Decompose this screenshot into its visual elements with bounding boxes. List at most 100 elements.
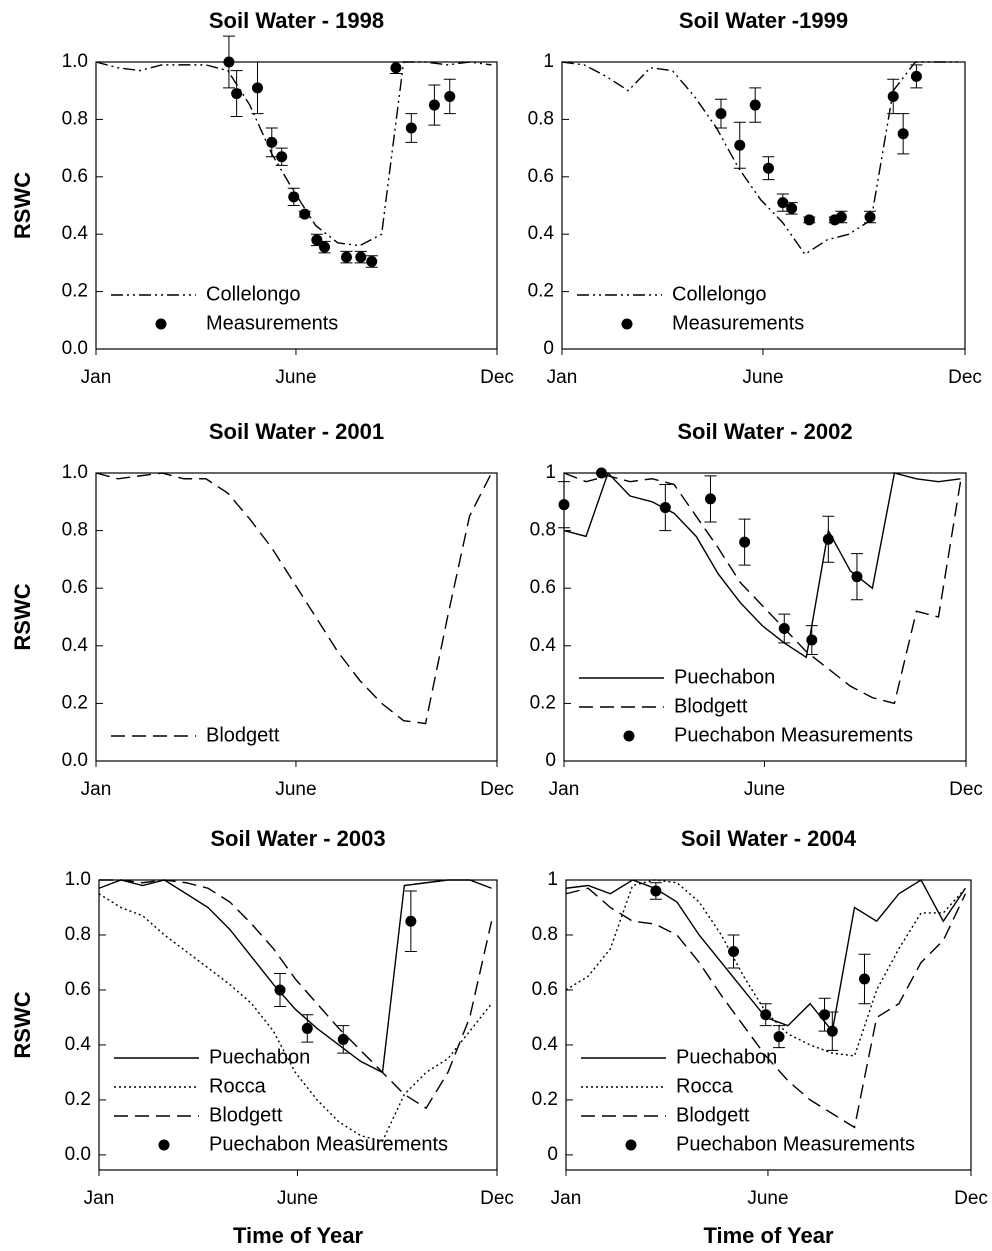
measurement-point (786, 202, 798, 214)
legend-marker (158, 1139, 170, 1151)
measurement-point (340, 251, 352, 263)
x-tick-label: Dec (480, 779, 514, 800)
measurement-point (266, 136, 278, 148)
legend-label: Puechabon (209, 1046, 310, 1068)
measurement-point (319, 241, 331, 253)
legend-marker (155, 318, 167, 330)
measurement-point (405, 915, 417, 927)
y-tick-label: 0.0 (62, 338, 88, 359)
y-tick-label: 0.8 (62, 108, 88, 129)
x-tick-label: June (275, 779, 316, 800)
x-axis-label: Time of Year (233, 1223, 363, 1248)
plot-frame (95, 472, 498, 762)
measurement-point (299, 208, 311, 220)
plot-frame (98, 879, 498, 1171)
measurement-point (366, 255, 378, 267)
plot-frame (563, 472, 967, 762)
legend-label: Puechabon (674, 666, 775, 688)
measurement-point (851, 571, 863, 583)
legend-label: Puechabon (676, 1046, 777, 1068)
measurement-point (301, 1022, 313, 1034)
measurement-point (778, 623, 790, 635)
measurement-point (355, 251, 367, 263)
legend-label: Blodgett (676, 1104, 750, 1126)
chart-title: Soil Water -1999 (679, 8, 848, 33)
series-line (98, 893, 493, 1142)
series-line (95, 472, 493, 725)
x-tick-label: Jan (81, 779, 112, 800)
measurement-point (819, 1009, 831, 1021)
legend-marker (621, 318, 633, 330)
series-line (95, 61, 492, 247)
y-tick-label: 1.0 (62, 462, 88, 483)
measurement-point (910, 70, 922, 82)
y-tick-label: 0.2 (62, 281, 88, 302)
measurement-point (444, 90, 456, 102)
x-tick-label: Dec (948, 367, 982, 388)
y-tick-label: 0.4 (62, 635, 89, 656)
measurement-point (728, 945, 740, 957)
series-line (563, 471, 961, 659)
y-tick-label: 0.2 (65, 1089, 91, 1110)
measurement-point (274, 984, 286, 996)
x-tick-label: Jan (549, 779, 580, 800)
chart-title: Soil Water - 2003 (210, 826, 385, 851)
legend-label: Blodgett (674, 695, 748, 717)
measurement-point (558, 499, 570, 511)
y-tick-label: 0.6 (62, 166, 88, 187)
y-tick-label: 0.8 (62, 520, 88, 541)
measurement-point (803, 214, 815, 226)
measurement-point (595, 467, 607, 479)
series-line (565, 887, 967, 1129)
y-tick-label: 0 (547, 1144, 558, 1165)
y-tick-label: 0 (543, 338, 554, 359)
measurement-point (762, 162, 774, 174)
chart-title: Soil Water - 2004 (681, 826, 857, 851)
y-tick-label: 0.4 (62, 223, 89, 244)
plot-frame (565, 879, 972, 1171)
measurement-point (826, 1025, 838, 1037)
measurement-point (276, 151, 288, 163)
series-line (561, 61, 960, 256)
measurement-point (405, 122, 417, 134)
measurement-point (835, 211, 847, 223)
legend-label: Puechabon Measurements (676, 1133, 915, 1155)
x-tick-label: Jan (551, 1188, 582, 1209)
legend-label: Rocca (676, 1075, 734, 1097)
x-tick-label: June (744, 779, 785, 800)
measurement-point (739, 536, 751, 548)
x-tick-label: June (277, 1188, 318, 1209)
measurement-point (428, 99, 440, 111)
y-tick-label: 1 (547, 869, 558, 890)
measurement-point (390, 62, 402, 74)
y-tick-label: 0.4 (65, 1034, 92, 1055)
measurement-point (887, 90, 899, 102)
y-tick-label: 0.6 (528, 166, 554, 187)
series-line (563, 472, 962, 705)
y-tick-label: 0.4 (530, 635, 557, 656)
y-tick-label: 1.0 (62, 51, 88, 72)
x-tick-label: Dec (954, 1188, 988, 1209)
y-tick-label: 0.8 (528, 108, 554, 129)
y-tick-label: 0.8 (530, 520, 556, 541)
measurement-point (806, 634, 818, 646)
y-tick-label: 0.0 (65, 1144, 91, 1165)
y-tick-label: 0.2 (62, 692, 88, 713)
measurement-point (659, 502, 671, 514)
x-tick-label: June (275, 367, 316, 388)
measurement-point (822, 533, 834, 545)
x-tick-label: June (742, 367, 783, 388)
measurement-point (311, 234, 323, 246)
measurement-point (715, 108, 727, 120)
legend-marker (623, 730, 635, 742)
y-axis-label: RSWC (10, 583, 35, 650)
measurement-point (777, 197, 789, 209)
measurement-point (749, 99, 761, 111)
measurement-point (773, 1031, 785, 1043)
legend-label: Puechabon Measurements (674, 724, 913, 746)
y-tick-label: 0.4 (528, 223, 555, 244)
x-axis-label: Time of Year (703, 1223, 833, 1248)
measurement-point (231, 88, 243, 100)
legend-label: Blodgett (209, 1104, 283, 1126)
